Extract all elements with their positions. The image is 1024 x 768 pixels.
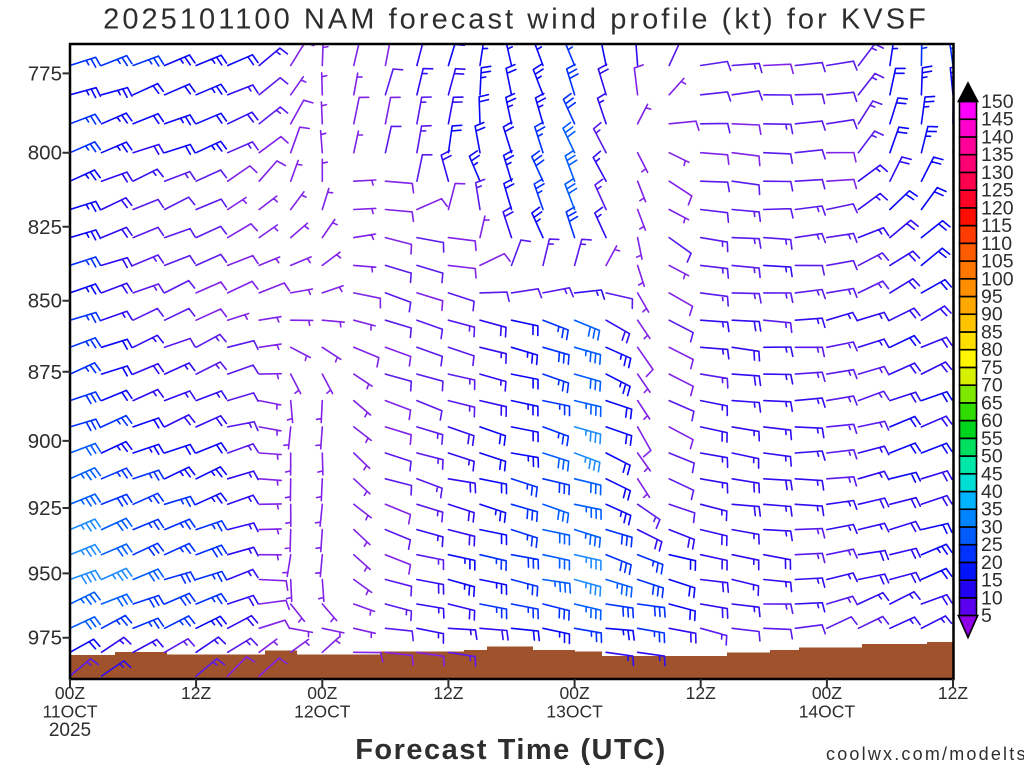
svg-text:110: 110 (981, 233, 1012, 255)
svg-text:2025: 2025 (49, 720, 91, 741)
svg-text:00Z: 00Z (812, 683, 842, 703)
svg-text:900: 900 (28, 430, 62, 453)
svg-text:14OCT: 14OCT (799, 702, 856, 722)
svg-text:125: 125 (981, 180, 1014, 202)
svg-text:60: 60 (981, 410, 1003, 432)
svg-text:120: 120 (981, 197, 1014, 219)
svg-text:825: 825 (28, 216, 62, 239)
svg-text:11OCT: 11OCT (42, 702, 97, 722)
svg-text:12Z: 12Z (433, 683, 463, 703)
svg-text:00Z: 00Z (307, 683, 337, 703)
svg-text:85: 85 (981, 322, 1003, 344)
svg-text:775: 775 (28, 62, 62, 85)
svg-text:150: 150 (981, 91, 1014, 113)
svg-text:145: 145 (981, 109, 1014, 131)
svg-text:10: 10 (981, 587, 1003, 609)
svg-text:140: 140 (981, 127, 1014, 149)
svg-text:975: 975 (28, 627, 62, 650)
svg-text:13OCT: 13OCT (546, 702, 603, 722)
svg-text:800: 800 (28, 142, 62, 165)
svg-text:115: 115 (981, 215, 1012, 237)
svg-text:950: 950 (28, 562, 62, 585)
svg-text:95: 95 (981, 286, 1003, 308)
svg-text:35: 35 (981, 499, 1003, 521)
svg-text:105: 105 (981, 251, 1014, 273)
svg-text:875: 875 (28, 361, 62, 384)
svg-text:2025101100 NAM forecast wind p: 2025101100 NAM forecast wind profile (kt… (103, 4, 929, 36)
svg-text:12Z: 12Z (181, 683, 211, 703)
svg-text:75: 75 (981, 357, 1003, 379)
svg-text:40: 40 (981, 481, 1003, 503)
svg-text:100: 100 (981, 268, 1014, 290)
svg-text:12Z: 12Z (686, 683, 716, 703)
svg-text:15: 15 (981, 570, 1003, 592)
svg-text:130: 130 (981, 162, 1014, 184)
svg-text:coolwx.com/modelts: coolwx.com/modelts (826, 744, 1024, 764)
svg-text:5: 5 (981, 605, 992, 627)
svg-text:12OCT: 12OCT (294, 702, 351, 722)
svg-text:850: 850 (28, 290, 62, 313)
svg-text:12Z: 12Z (938, 683, 968, 703)
svg-text:Forecast Time (UTC): Forecast Time (UTC) (355, 734, 667, 766)
svg-text:30: 30 (981, 517, 1003, 539)
svg-text:65: 65 (981, 392, 1003, 414)
svg-text:135: 135 (981, 144, 1014, 166)
svg-text:00Z: 00Z (55, 683, 85, 703)
svg-text:55: 55 (981, 428, 1003, 450)
svg-text:45: 45 (981, 463, 1003, 485)
svg-text:25: 25 (981, 534, 1003, 556)
svg-text:20: 20 (981, 552, 1003, 574)
svg-text:80: 80 (981, 339, 1003, 361)
svg-text:50: 50 (981, 446, 1003, 468)
svg-text:925: 925 (28, 497, 62, 520)
svg-text:00Z: 00Z (560, 683, 590, 703)
svg-text:90: 90 (981, 304, 1003, 326)
svg-text:70: 70 (981, 375, 1003, 397)
